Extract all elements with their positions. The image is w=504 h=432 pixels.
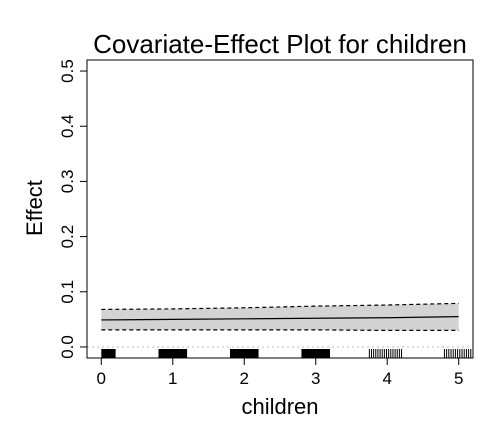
y-tick-label: 0.0	[58, 335, 77, 359]
rug-block	[158, 349, 188, 358]
upper-bound-line	[101, 302, 459, 311]
effect-estimate-line	[101, 316, 459, 321]
y-tick-label: 0.5	[58, 59, 77, 83]
y-tick-label: 0.1	[58, 280, 77, 304]
x-tick-label: 5	[454, 369, 463, 388]
x-tick-label: 3	[311, 369, 320, 388]
y-tick-label: 0.3	[58, 170, 77, 194]
rug-block	[229, 349, 259, 358]
x-tick-label: 0	[97, 369, 106, 388]
lower-bound-line	[101, 329, 459, 332]
plot-frame	[86, 59, 474, 359]
rug-block	[301, 349, 331, 358]
plot-area: 0 1 2 3 4 5 0.0 0.1 0.2 0.3 0.4 0.5	[58, 59, 474, 388]
rug-block	[101, 349, 116, 358]
x-tick-label: 4	[382, 369, 391, 388]
chart-title: Covariate-Effect Plot for children	[93, 29, 467, 59]
x-axis-label: children	[241, 394, 318, 419]
x-tick-label: 2	[240, 369, 249, 388]
y-tick-label: 0.4	[58, 114, 77, 138]
y-axis-label: Effect	[22, 180, 47, 236]
x-tick-label: 1	[168, 369, 177, 388]
confidence-band	[101, 303, 459, 331]
y-tick-label: 0.2	[58, 225, 77, 249]
